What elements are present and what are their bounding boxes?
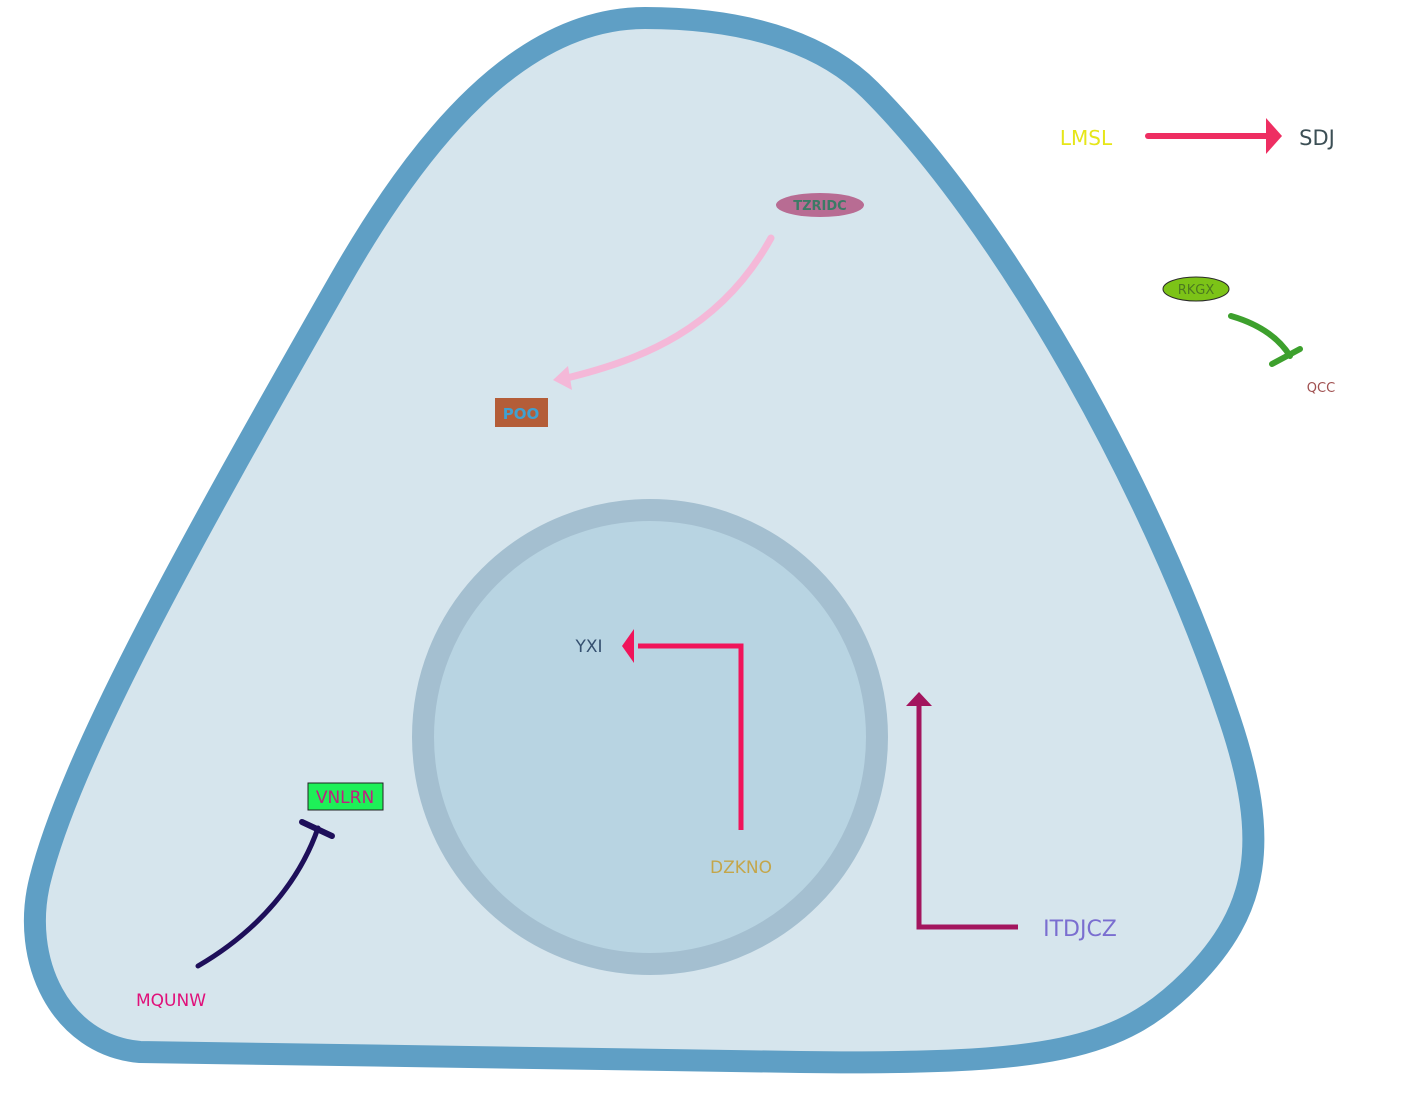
node-vnlrn-label: VNLRN <box>316 788 374 808</box>
edge-rkgx-qcc <box>1228 313 1303 367</box>
node-itdjcz: ITDJCZ <box>1043 917 1117 942</box>
inhibition-bar <box>1269 346 1303 367</box>
node-vnlrn: VNLRN <box>307 782 384 811</box>
node-poo-label: POO <box>503 405 540 423</box>
node-tzridc: TZRIDC <box>776 193 864 217</box>
edge-lmsl-sdj <box>1145 118 1282 154</box>
node-rkgx-label: RKGX <box>1178 283 1215 298</box>
activation-arrowhead <box>553 366 572 390</box>
node-rkgx: RKGX <box>1162 276 1230 302</box>
node-poo: POO <box>495 398 548 427</box>
nucleus <box>412 499 888 975</box>
node-dzkno: DZKNO <box>710 858 772 878</box>
activation-arrowhead <box>906 692 932 706</box>
activation-arrowhead <box>1266 118 1282 154</box>
activation-arrowhead <box>622 629 634 663</box>
node-tzridc-label: TZRIDC <box>793 199 846 214</box>
edge-dzkno-yxi <box>622 629 744 830</box>
node-yxi: YXI <box>574 637 602 657</box>
edge-itdjcz-pale-label <box>906 692 1018 930</box>
node-qcc: QCC <box>1307 381 1335 396</box>
inhibition-bar <box>299 819 335 839</box>
node-lmsl: LMSL <box>1060 126 1113 150</box>
node-mqunw: MQUNW <box>136 991 206 1011</box>
edge-mqunw-vnlrn <box>195 819 335 969</box>
node-sdj: SDJ <box>1299 126 1335 150</box>
edge-tzridc-poo <box>553 234 775 390</box>
